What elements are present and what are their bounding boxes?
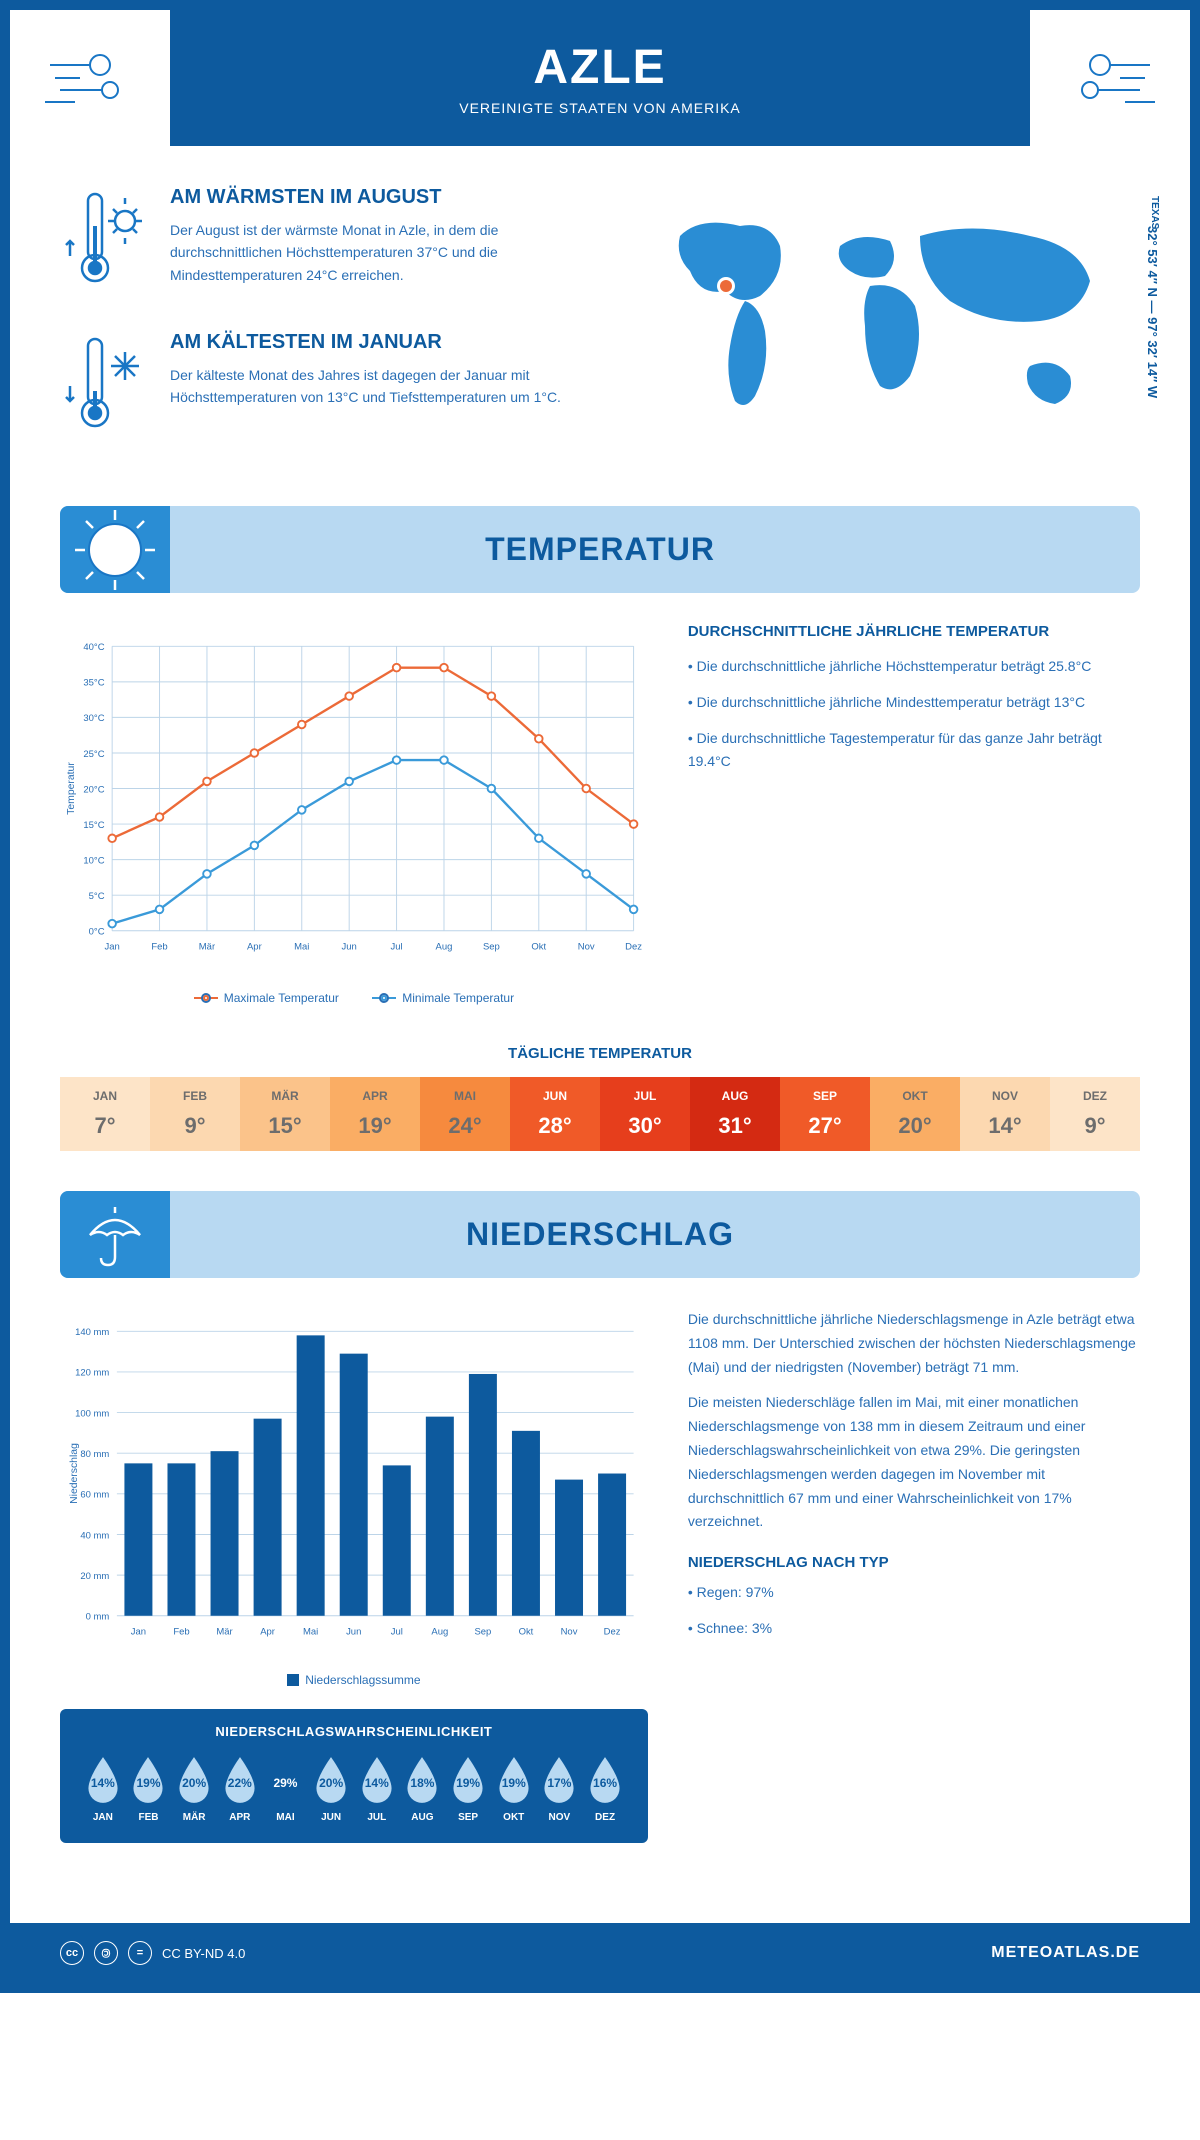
sun-icon: [70, 505, 160, 595]
precip-prob-title: NIEDERSCHLAGSWAHRSCHEINLICHKEIT: [80, 1724, 628, 1739]
wind-icon: [40, 40, 140, 120]
svg-text:5°C: 5°C: [89, 891, 105, 902]
world-map: [620, 186, 1140, 446]
svg-text:Apr: Apr: [260, 1627, 275, 1638]
precip-probability-box: NIEDERSCHLAGSWAHRSCHEINLICHKEIT 14%JAN19…: [60, 1709, 648, 1843]
svg-text:Dez: Dez: [604, 1627, 621, 1638]
svg-text:40°C: 40°C: [83, 642, 104, 653]
precip-banner-title: NIEDERSCHLAG: [85, 1216, 1115, 1253]
svg-text:15°C: 15°C: [83, 820, 104, 831]
precipitation-bar-chart: 0 mm 20 mm 40 mm 60 mm 80 mm 100 mm 120 mm 140 …: [60, 1308, 648, 1658]
temp-bullet-1: • Die durchschnittliche jährliche Höchst…: [688, 655, 1140, 679]
license-text: CC BY-ND 4.0: [162, 1946, 245, 1961]
svg-text:Sep: Sep: [483, 942, 500, 953]
thermometer-cold-icon: [60, 331, 150, 441]
svg-text:Nov: Nov: [561, 1627, 578, 1638]
svg-text:0 mm: 0 mm: [86, 1612, 110, 1623]
precip-type-1: • Regen: 97%: [688, 1581, 1140, 1605]
coordinates: 32° 53′ 4″ N — 97° 32′ 14″ W: [1145, 226, 1160, 398]
coldest-text: Der kälteste Monat des Jahres ist dagege…: [170, 364, 580, 409]
svg-text:Niederschlag: Niederschlag: [69, 1443, 80, 1504]
svg-text:40 mm: 40 mm: [80, 1530, 109, 1541]
warmest-block: AM WÄRMSTEN IM AUGUST Der August ist der…: [60, 186, 580, 301]
svg-text:10°C: 10°C: [83, 855, 104, 866]
svg-text:35°C: 35°C: [83, 678, 104, 689]
svg-text:Dez: Dez: [625, 942, 642, 953]
svg-text:Aug: Aug: [436, 942, 453, 953]
svg-text:140 mm: 140 mm: [75, 1327, 109, 1338]
svg-text:Feb: Feb: [151, 942, 167, 953]
temp-bullet-3: • Die durchschnittliche Tagestemperatur …: [688, 727, 1140, 775]
wind-decoration-right: [1030, 10, 1190, 150]
svg-text:80 mm: 80 mm: [80, 1449, 109, 1460]
svg-text:Jan: Jan: [131, 1627, 146, 1638]
svg-text:Mai: Mai: [303, 1627, 318, 1638]
temp-banner-title: TEMPERATUR: [85, 531, 1115, 568]
daily-temp-title: TÄGLICHE TEMPERATUR: [60, 1045, 1140, 1062]
by-icon: 🄯: [94, 1941, 118, 1965]
svg-text:Okt: Okt: [519, 1627, 534, 1638]
svg-text:Okt: Okt: [531, 942, 546, 953]
cc-icon: cc: [60, 1941, 84, 1965]
svg-text:Temperatur: Temperatur: [66, 762, 77, 815]
svg-text:0°C: 0°C: [89, 927, 105, 938]
warmest-title: AM WÄRMSTEN IM AUGUST: [170, 186, 580, 209]
line-chart-legend: Maximale Temperatur Minimale Temperatur: [60, 988, 648, 1005]
svg-text:20 mm: 20 mm: [80, 1571, 109, 1582]
svg-text:30°C: 30°C: [83, 713, 104, 724]
svg-text:Sep: Sep: [474, 1627, 491, 1638]
wind-decoration-left: [10, 10, 170, 150]
svg-text:Nov: Nov: [578, 942, 595, 953]
precipitation-banner: NIEDERSCHLAG: [60, 1191, 1140, 1278]
page-subtitle: VEREINIGTE STAATEN VON AMERIKA: [10, 100, 1190, 116]
svg-text:Mär: Mär: [216, 1627, 232, 1638]
precip-para-1: Die durchschnittliche jährliche Niedersc…: [688, 1308, 1140, 1379]
svg-text:Jul: Jul: [391, 1627, 403, 1638]
precip-type-title: NIEDERSCHLAG NACH TYP: [688, 1554, 1140, 1571]
wind-icon: [1060, 40, 1160, 120]
svg-text:20°C: 20°C: [83, 784, 104, 795]
svg-text:60 mm: 60 mm: [80, 1490, 109, 1501]
svg-text:100 mm: 100 mm: [75, 1408, 109, 1419]
svg-text:Aug: Aug: [431, 1627, 448, 1638]
site-name: METEOATLAS.DE: [991, 1944, 1140, 1962]
svg-text:Mär: Mär: [199, 942, 215, 953]
svg-text:Jan: Jan: [105, 942, 120, 953]
thermometer-hot-icon: [60, 186, 150, 296]
bar-chart-legend: Niederschlagssumme: [60, 1673, 648, 1689]
coldest-block: AM KÄLTESTEN IM JANUAR Der kälteste Mona…: [60, 331, 580, 446]
footer: cc 🄯 = CC BY-ND 4.0 METEOATLAS.DE: [10, 1923, 1190, 1983]
svg-text:25°C: 25°C: [83, 749, 104, 760]
umbrella-icon: [75, 1195, 155, 1275]
precip-para-2: Die meisten Niederschläge fallen im Mai,…: [688, 1391, 1140, 1534]
temperature-line-chart: 0°C 5°C 10°C 15°C 20°C 25°C 30°C 35°C 40°C Jan Feb…: [60, 623, 648, 973]
precip-type-2: • Schnee: 3%: [688, 1617, 1140, 1641]
header-banner: AZLE VEREINIGTE STAATEN VON AMERIKA: [10, 10, 1190, 146]
region-label: TEXAS: [1149, 196, 1160, 229]
svg-text:Feb: Feb: [173, 1627, 189, 1638]
temp-bullet-2: • Die durchschnittliche jährliche Mindes…: [688, 691, 1140, 715]
temperature-banner: TEMPERATUR: [60, 506, 1140, 593]
nd-icon: =: [128, 1941, 152, 1965]
svg-text:120 mm: 120 mm: [75, 1368, 109, 1379]
daily-temp-grid: JAN7°FEB9°MÄR15°APR19°MAI24°JUN28°JUL30°…: [60, 1077, 1140, 1151]
svg-text:Jun: Jun: [346, 1627, 361, 1638]
page-title: AZLE: [10, 40, 1190, 95]
svg-text:Apr: Apr: [247, 942, 262, 953]
svg-text:Jul: Jul: [391, 942, 403, 953]
svg-text:Jun: Jun: [342, 942, 357, 953]
coldest-title: AM KÄLTESTEN IM JANUAR: [170, 331, 580, 354]
svg-text:Mai: Mai: [294, 942, 309, 953]
temp-side-title: DURCHSCHNITTLICHE JÄHRLICHE TEMPERATUR: [688, 623, 1140, 640]
warmest-text: Der August ist der wärmste Monat in Azle…: [170, 219, 580, 286]
